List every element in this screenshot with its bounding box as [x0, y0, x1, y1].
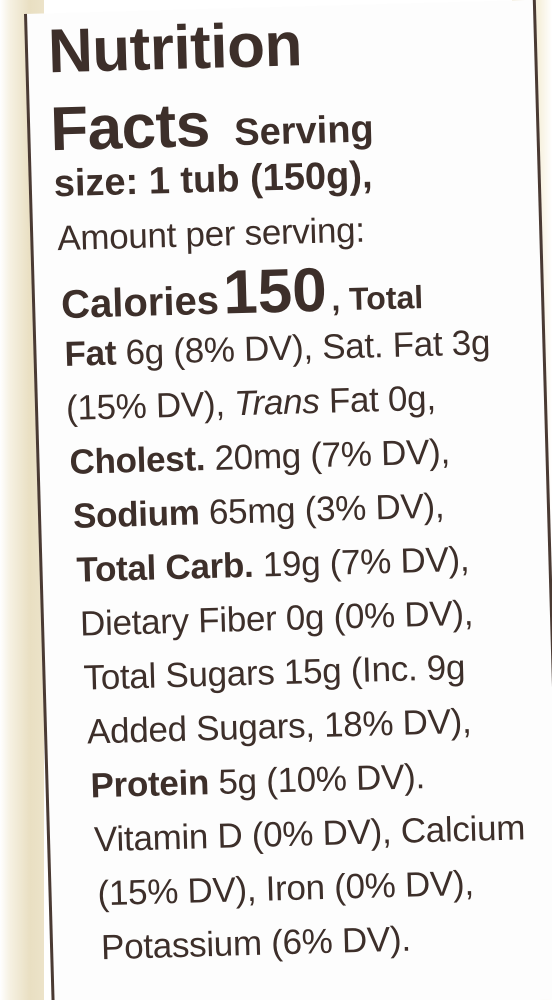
added-sugars-line: Added Sugars, 18% DV), [86, 701, 472, 752]
sodium-text: 65mg (3% DV), [198, 486, 445, 533]
sugars-line: Total Sugars 15g (Inc. 9g [83, 647, 466, 698]
carb-text: 19g (7% DV), [252, 539, 470, 585]
carb-label: Total Carb. [76, 545, 254, 590]
serving-lead: Serving [233, 108, 375, 155]
vitamin-d-text: Vitamin D (0% DV), Calcium [93, 808, 526, 860]
protein-text: 5g (10% DV). [208, 757, 426, 803]
calories-value: 150 [222, 255, 328, 328]
calories-line: Calories 150 , Total [60, 255, 424, 329]
fat-line: Fat 6g (8% DV), Sat. Fat 3g [63, 323, 491, 374]
potassium-text: Potassium (6% DV). [100, 919, 412, 968]
protein-line: Protein 5g (10% DV). [90, 757, 426, 806]
amount-per-serving-text: Amount per serving: [56, 210, 366, 259]
title-line-2: Facts Serving [49, 90, 375, 165]
iron-text: (15% DV), Iron (0% DV), [97, 863, 475, 914]
potassium-line: Potassium (6% DV). [100, 919, 412, 968]
sugars-text: Total Sugars 15g (Inc. 9g [83, 647, 466, 698]
total-carb-line: Total Carb. 19g (7% DV), [76, 539, 470, 590]
cholest-text: 20mg (7% DV), [204, 432, 451, 479]
serving-size: size: 1 tub (150g), [53, 154, 374, 206]
fiber-line: Dietary Fiber 0g (0% DV), [79, 593, 474, 644]
vitamin-d-line: Vitamin D (0% DV), Calcium [93, 808, 526, 860]
fat-label: Fat [63, 333, 117, 374]
total-lead: , Total [330, 278, 424, 318]
sodium-label: Sodium [72, 493, 201, 536]
nutrition-facts-label: Nutrition Facts Serving size: 1 tub (150… [24, 0, 552, 1000]
added-sugars-text: Added Sugars, 18% DV), [86, 701, 472, 752]
trans-pre: (15% DV), [65, 384, 235, 428]
trans-label: Trans [233, 381, 321, 424]
title-line-1: Nutrition [47, 10, 303, 86]
cholesterol-line: Cholest. 20mg (7% DV), [68, 432, 451, 482]
serving-size-text: size: 1 tub (150g), [53, 154, 374, 206]
title-facts: Facts [49, 90, 211, 165]
trans-text: Fat 0g, [318, 378, 437, 421]
protein-label: Protein [90, 763, 210, 806]
sodium-line: Sodium 65mg (3% DV), [72, 486, 445, 536]
amount-per-serving: Amount per serving: [56, 210, 366, 259]
calories-label: Calories [60, 278, 220, 328]
title-nutrition: Nutrition [47, 10, 303, 87]
fat-text: 6g (8% DV), Sat. Fat 3g [115, 323, 491, 373]
cholest-label: Cholest. [68, 439, 206, 482]
iron-line: (15% DV), Iron (0% DV), [97, 863, 475, 914]
trans-fat-line: (15% DV), Trans Fat 0g, [65, 378, 437, 428]
fiber-text: Dietary Fiber 0g (0% DV), [79, 593, 474, 644]
